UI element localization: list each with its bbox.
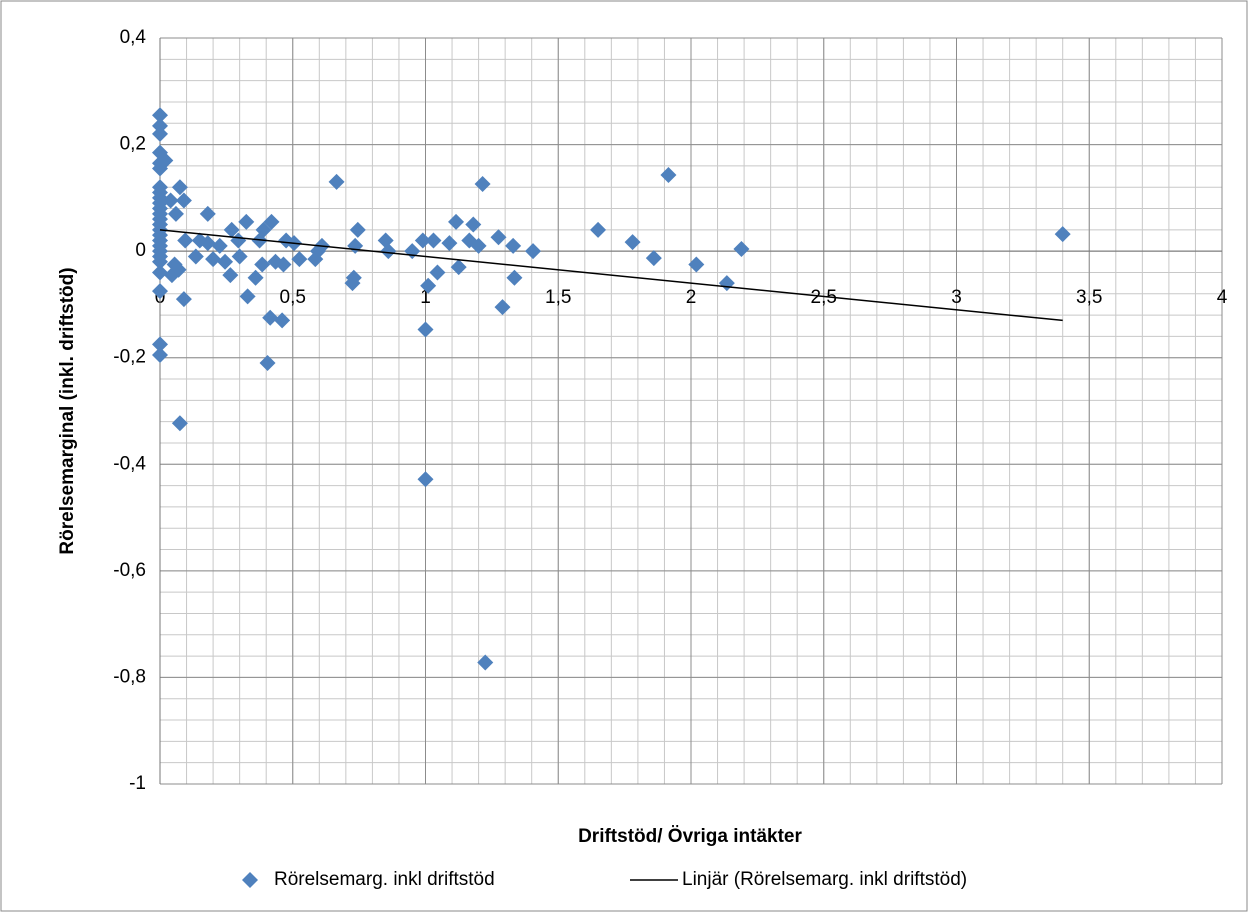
point bbox=[205, 251, 222, 268]
point bbox=[152, 253, 168, 270]
point bbox=[448, 213, 465, 230]
point bbox=[380, 243, 397, 260]
point bbox=[199, 205, 216, 222]
point bbox=[223, 221, 240, 238]
y-tick-label: 0,4 bbox=[120, 27, 147, 48]
point bbox=[152, 125, 168, 142]
point bbox=[171, 179, 188, 196]
x-tick-label: 3 bbox=[951, 287, 962, 308]
point bbox=[162, 192, 179, 209]
y-tick-label: -1 bbox=[129, 773, 146, 794]
point bbox=[590, 221, 607, 238]
point bbox=[506, 269, 523, 286]
point bbox=[217, 253, 234, 270]
point bbox=[733, 241, 750, 258]
point bbox=[417, 321, 434, 338]
point bbox=[645, 250, 662, 267]
point bbox=[490, 229, 507, 246]
x-tick-label: 2 bbox=[686, 287, 697, 308]
point bbox=[254, 256, 271, 273]
legend-label: Linjär (Rörelsemarg. inkl driftstöd) bbox=[682, 869, 967, 890]
point bbox=[157, 152, 174, 169]
point bbox=[474, 176, 491, 193]
point bbox=[222, 267, 239, 284]
trend-line bbox=[159, 229, 1063, 322]
x-tick-label: 3,5 bbox=[1076, 287, 1102, 308]
point bbox=[624, 234, 641, 251]
point bbox=[417, 471, 434, 488]
point bbox=[450, 259, 467, 276]
y-tick-label: -0,2 bbox=[113, 347, 146, 368]
point bbox=[259, 355, 276, 372]
point bbox=[470, 237, 487, 254]
point bbox=[477, 654, 494, 671]
point bbox=[494, 299, 511, 316]
x-tick-label: 0,5 bbox=[280, 287, 306, 308]
point bbox=[377, 232, 394, 249]
point bbox=[505, 237, 522, 254]
point bbox=[187, 248, 204, 265]
y-tick-label: 0 bbox=[135, 240, 146, 261]
point bbox=[230, 232, 247, 249]
point bbox=[175, 192, 192, 209]
point bbox=[660, 166, 677, 183]
legend-label: Rörelsemarg. inkl driftstöd bbox=[274, 869, 495, 890]
legend-marker bbox=[242, 872, 258, 888]
point bbox=[166, 256, 183, 273]
point bbox=[199, 235, 216, 252]
point bbox=[328, 173, 345, 190]
point bbox=[152, 107, 168, 124]
y-tick-label: -0,4 bbox=[113, 453, 146, 474]
point bbox=[163, 267, 180, 284]
point bbox=[345, 269, 362, 286]
y-tick-label: -0,6 bbox=[113, 560, 146, 581]
point bbox=[211, 237, 228, 254]
point bbox=[167, 205, 184, 222]
point bbox=[152, 264, 168, 281]
point bbox=[274, 312, 291, 329]
point bbox=[425, 232, 442, 249]
point bbox=[688, 256, 705, 273]
point bbox=[275, 256, 292, 273]
point bbox=[247, 269, 264, 286]
point bbox=[152, 283, 168, 300]
point bbox=[262, 309, 279, 326]
point bbox=[291, 251, 308, 268]
point bbox=[1054, 226, 1071, 243]
point bbox=[152, 347, 168, 364]
point bbox=[525, 243, 542, 260]
x-tick-label: 1 bbox=[420, 287, 431, 308]
point bbox=[465, 216, 482, 233]
point bbox=[152, 336, 168, 353]
point bbox=[349, 221, 366, 238]
x-tick-label: 1,5 bbox=[545, 287, 571, 308]
x-tick-label: 4 bbox=[1217, 287, 1228, 308]
point bbox=[171, 415, 188, 432]
x-tick-label: 2,5 bbox=[811, 287, 837, 308]
point bbox=[175, 291, 192, 308]
point bbox=[420, 277, 437, 294]
x-axis-title: Driftstöd/ Övriga intäkter bbox=[578, 826, 802, 847]
point bbox=[441, 235, 458, 252]
point bbox=[239, 288, 256, 305]
y-tick-label: -0,8 bbox=[113, 666, 146, 687]
point bbox=[177, 232, 194, 249]
y-axis-title: Rörelsemarginal (inkl. driftstöd) bbox=[57, 267, 78, 554]
point bbox=[414, 232, 431, 249]
y-tick-label: 0,2 bbox=[120, 134, 146, 155]
point bbox=[263, 213, 280, 230]
point bbox=[238, 213, 255, 230]
point bbox=[231, 248, 248, 265]
point bbox=[429, 264, 446, 281]
